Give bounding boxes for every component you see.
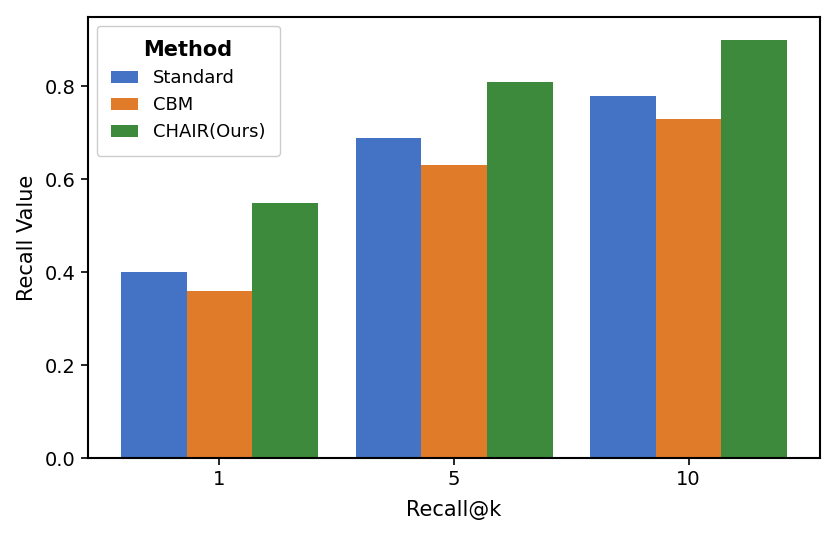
Bar xyxy=(655,119,721,459)
Bar xyxy=(721,40,786,459)
X-axis label: Recall@k: Recall@k xyxy=(406,500,501,520)
Bar xyxy=(487,82,552,459)
Bar xyxy=(421,165,487,459)
Legend: Standard, CBM, CHAIR(Ours): Standard, CBM, CHAIR(Ours) xyxy=(97,26,279,156)
Bar xyxy=(252,202,318,459)
Bar xyxy=(589,96,655,459)
Bar xyxy=(121,272,186,459)
Y-axis label: Recall Value: Recall Value xyxy=(17,175,37,301)
Bar xyxy=(186,291,252,459)
Bar xyxy=(355,137,421,459)
